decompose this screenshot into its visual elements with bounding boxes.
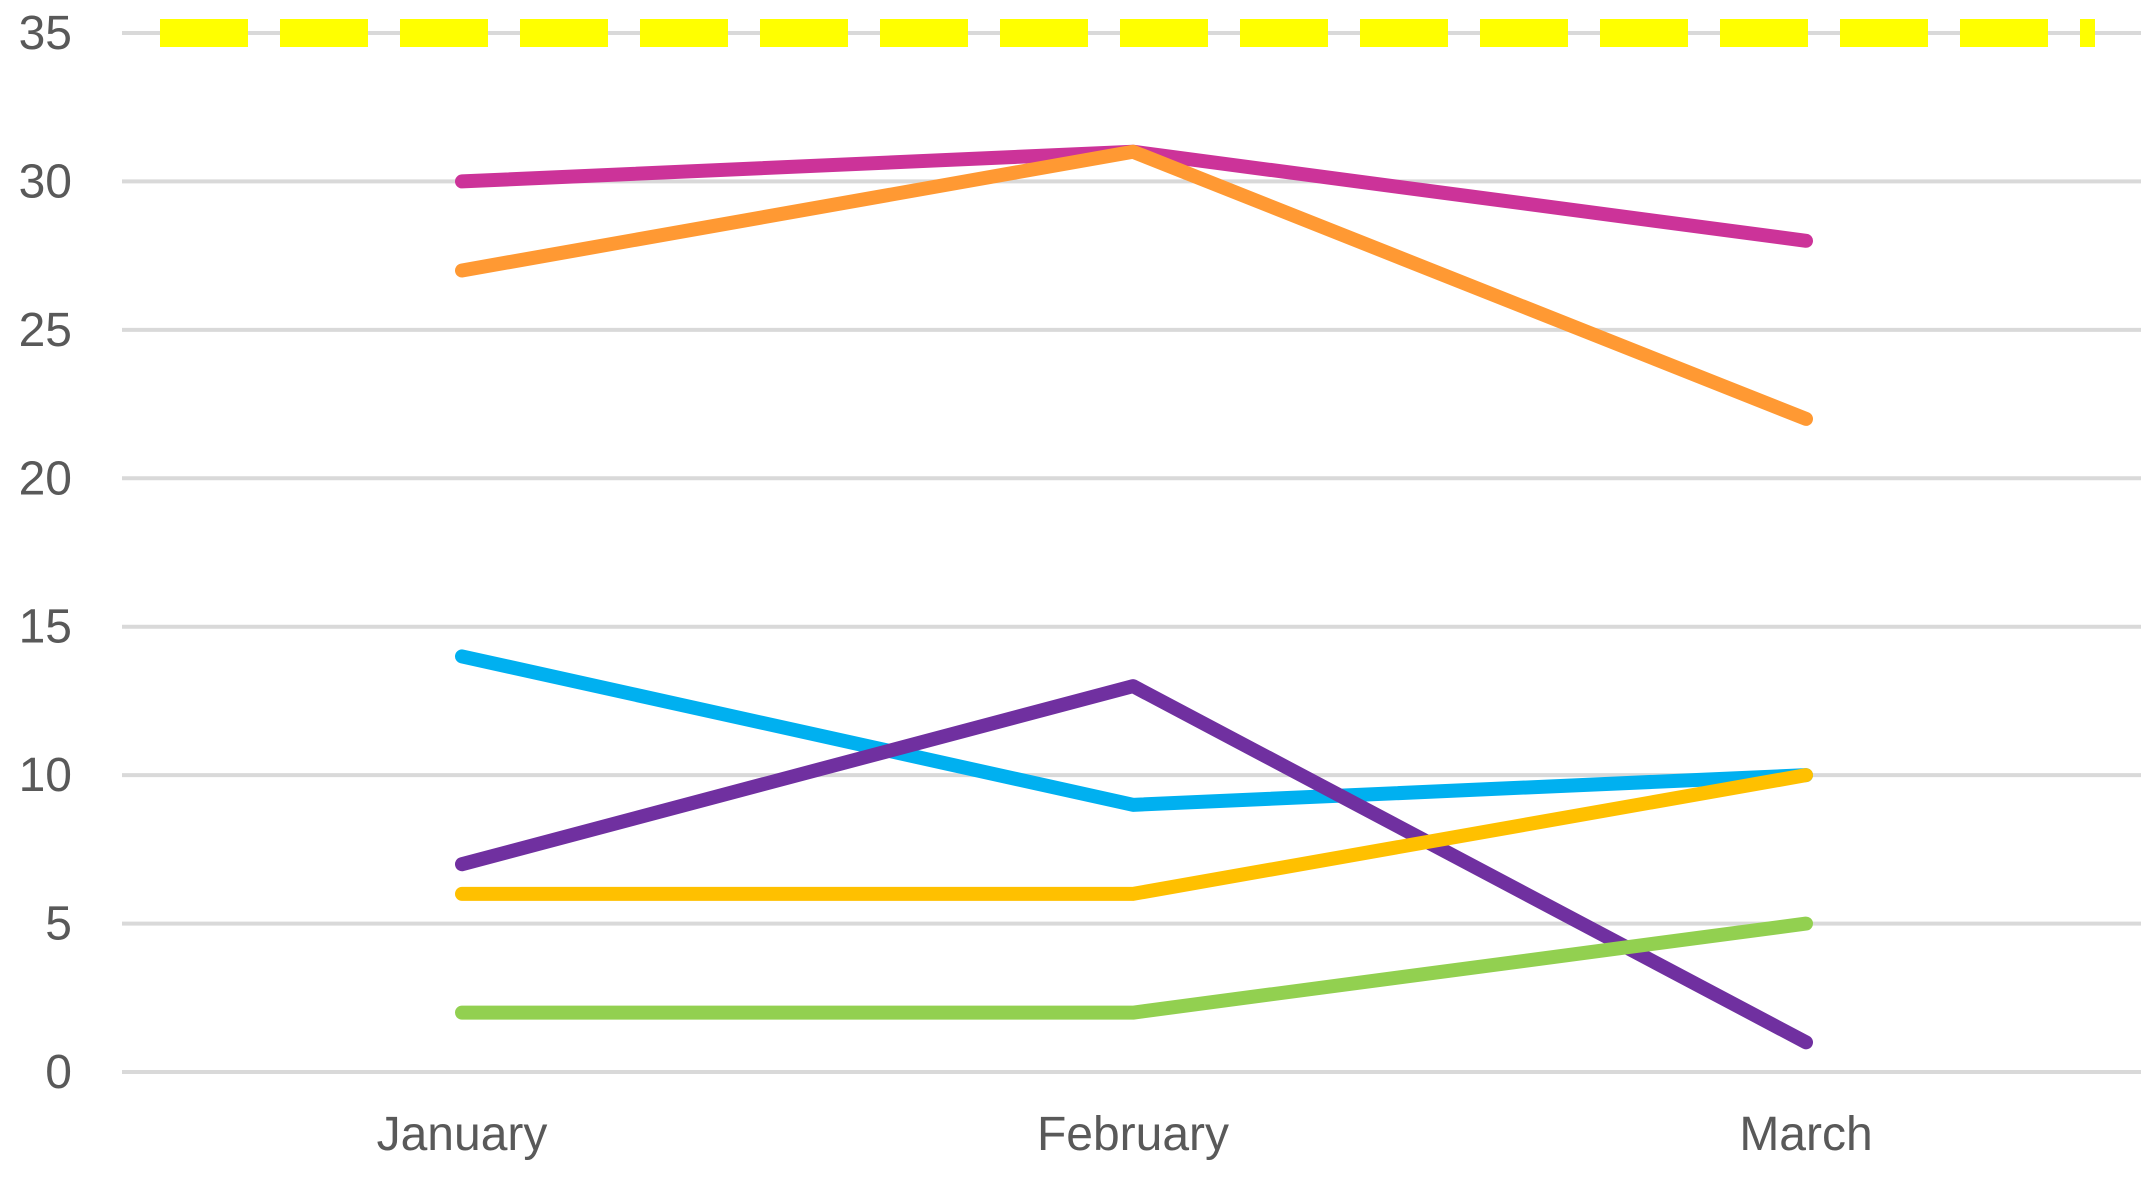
y-tick-label: 35 [19,7,72,60]
x-tick-label: February [1037,1108,1229,1161]
x-tick-label: March [1739,1108,1872,1161]
y-tick-label: 0 [45,1046,72,1099]
y-tick-label: 5 [45,898,72,951]
y-tick-label: 30 [19,155,72,208]
series-line-4 [455,679,1813,1050]
y-tick-label: 20 [19,452,72,505]
y-tick-label: 25 [19,304,72,357]
series-line-5 [455,768,1813,901]
y-axis-tick-labels: 0 5 10 15 20 25 30 35 [19,7,72,1099]
series-lines [455,144,1813,1050]
x-axis-tick-labels: January February March [377,1108,1873,1161]
series-line-6 [455,916,1813,1020]
x-tick-label: January [377,1108,548,1161]
series-line-1 [455,144,1813,248]
gridlines [122,31,2141,1074]
series-line-2 [455,144,1813,426]
y-tick-label: 15 [19,601,72,654]
y-tick-label: 10 [19,749,72,802]
series-line-3 [455,649,1813,812]
